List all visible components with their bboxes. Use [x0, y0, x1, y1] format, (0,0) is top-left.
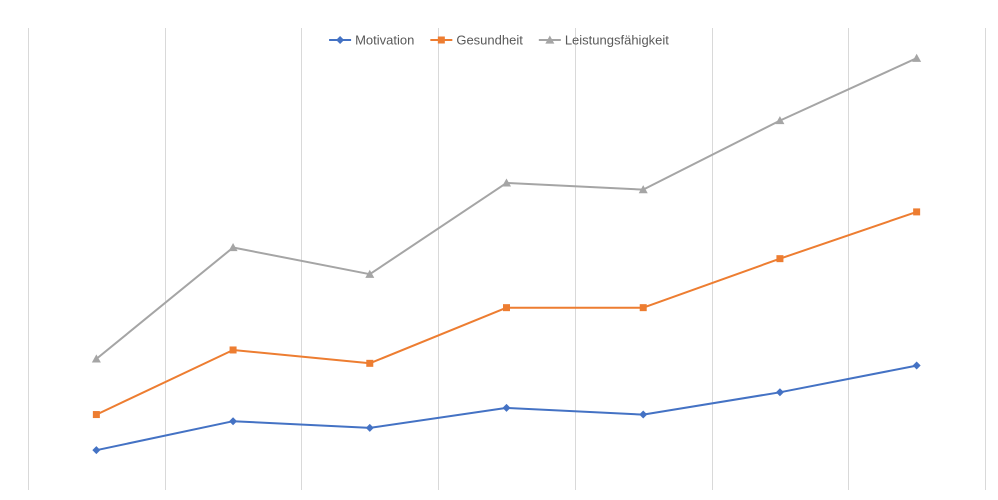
data-point — [502, 178, 511, 187]
data-point — [912, 361, 921, 370]
data-point — [91, 354, 101, 363]
legend-marker — [437, 36, 445, 44]
data-point — [92, 411, 100, 419]
vertical-gridlines — [28, 28, 986, 490]
data-point — [92, 446, 101, 455]
data-point — [503, 304, 510, 312]
data-point — [639, 410, 648, 419]
data-point — [775, 388, 784, 397]
series-motivation — [92, 361, 921, 455]
series-line — [95, 57, 918, 360]
data-point — [913, 208, 921, 216]
legend-label: Motivation — [355, 33, 414, 48]
data-point — [365, 423, 374, 432]
data-point — [229, 417, 238, 426]
legend-marker — [336, 36, 345, 44]
series-leistungsf-higkeit — [91, 53, 922, 363]
legend-item: Motivation — [329, 33, 414, 48]
data-point — [228, 243, 238, 252]
series-line — [95, 210, 918, 416]
legend-label: Gesundheit — [456, 33, 523, 48]
legend-item: Leistungsfähigkeit — [538, 33, 669, 48]
data-point — [912, 53, 922, 62]
data-point — [502, 403, 511, 412]
data-point — [365, 269, 375, 278]
legend-item: Gesundheit — [430, 33, 523, 48]
data-point — [639, 304, 647, 312]
legend: Motivation Gesundheit Leistungsfähigkeit — [329, 33, 669, 48]
data-point — [776, 255, 784, 263]
series-layer — [91, 53, 922, 455]
legend-label: Leistungsfähigkeit — [565, 33, 669, 48]
data-point — [229, 346, 237, 354]
legend-marker — [545, 35, 555, 44]
data-point — [366, 359, 374, 367]
data-point — [775, 116, 785, 125]
series-gesundheit — [92, 208, 921, 419]
data-point — [638, 185, 648, 194]
